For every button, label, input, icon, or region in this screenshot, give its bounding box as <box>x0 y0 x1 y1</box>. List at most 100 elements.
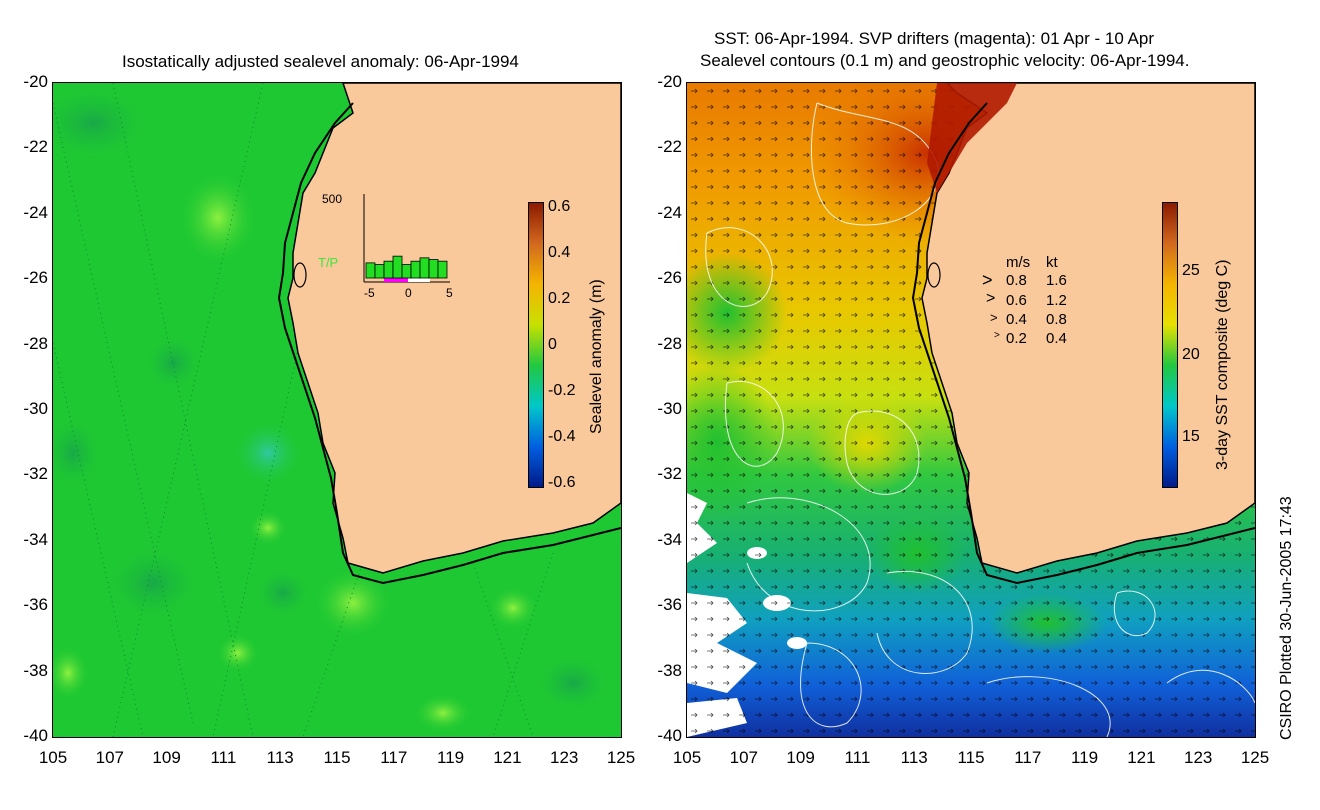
arrow-icon: > <box>986 290 996 307</box>
velocity-kt-1: 1.6 <box>1046 272 1067 289</box>
inset-series-label: T/P <box>318 255 339 270</box>
left-lon-tick-2: 109 <box>152 748 181 767</box>
left-lat-tick-8: -36 <box>23 595 48 615</box>
inset-bar <box>428 259 439 279</box>
right-lon-tick-0: 105 <box>672 748 702 767</box>
sealevel-cb-tick-2: 0.2 <box>548 290 571 307</box>
velocity-kt-4: 0.4 <box>1046 330 1067 347</box>
right-lat-tick-7: -34 <box>657 529 682 549</box>
shelf-contour <box>277 102 621 585</box>
right-lon-tick-10: 125 <box>1240 748 1270 767</box>
sst-colorbar-label: 3-day SST composite (deg C) <box>1214 259 1231 470</box>
anomaly-blobs <box>53 83 613 733</box>
plot-footer: CSIRO Plotted 30-Jun-2005 17:43 <box>1278 496 1295 740</box>
inset-x-tick-3: 5 <box>446 286 453 300</box>
right-lat-tick-10: -40 <box>657 726 682 745</box>
left-lon-tick-5: 115 <box>323 748 351 767</box>
velocity-legend-header-kt: kt <box>1046 254 1058 271</box>
left-lon-tick-8: 121 <box>493 748 522 767</box>
left-lon-tick-1: 107 <box>95 748 124 767</box>
right-lat-tick-2: -24 <box>657 202 682 222</box>
sst-cb-tick-20: 20 <box>1182 346 1200 363</box>
right-lon-tick-4: 113 <box>900 748 928 767</box>
inset-ymax-label: 500 <box>322 192 343 206</box>
sst-cb-tick-15: 15 <box>1182 428 1200 445</box>
sealevel-anomaly-map <box>52 82 622 738</box>
right-lon-tick-6: 117 <box>1014 748 1042 767</box>
left-lat-tick-9: -38 <box>23 660 48 680</box>
velocity-kt-2: 1.2 <box>1046 292 1067 309</box>
sst-colorbar <box>1162 202 1178 488</box>
pilbara-warm-coast <box>927 83 1017 193</box>
sealevel-map-canvas <box>53 83 621 737</box>
arrow-icon: > <box>994 330 1000 341</box>
left-lon-tick-6: 117 <box>380 748 408 767</box>
sealevel-cb-tick-0: 0.6 <box>548 198 571 215</box>
left-lat-tick-0: -20 <box>23 72 48 91</box>
inset-x-tick-2: 0 <box>405 286 412 300</box>
velocity-legend-header-ms: m/s <box>1006 254 1031 271</box>
left-lat-tick-4: -28 <box>23 333 48 353</box>
right-lat-tick-5: -30 <box>657 399 682 418</box>
right-lat-tick-3: -26 <box>657 268 682 288</box>
sealevel-colorbar <box>528 202 544 488</box>
left-lon-tick-10: 125 <box>606 748 636 767</box>
shelf-contour-sst <box>911 102 1255 585</box>
right-lat-tick-4: -28 <box>657 333 682 353</box>
australia-land <box>287 83 621 574</box>
right-lon-tick-7: 119 <box>1071 748 1099 767</box>
right-lon-tick-2: 109 <box>786 748 815 767</box>
left-lat-tick-3: -26 <box>23 268 48 288</box>
velocity-ms-4: 0.2 <box>1006 330 1027 347</box>
australia-land-sst <box>921 83 1255 574</box>
left-lon-tick-3: 111 <box>210 748 237 767</box>
right-map-title-line2: Sealevel contours (0.1 m) and geostrophi… <box>700 51 1190 70</box>
left-lat-tick-7: -34 <box>23 529 48 549</box>
velocity-ms-2: 0.6 <box>1006 292 1027 309</box>
left-lon-tick-7: 119 <box>437 748 465 767</box>
left-map-title: Isostatically adjusted sealevel anomaly:… <box>122 52 519 71</box>
island-shark-bay <box>293 262 307 288</box>
inset-bar <box>392 255 403 279</box>
left-lat-tick-1: -22 <box>23 137 48 157</box>
left-lat-tick-2: -24 <box>23 202 48 222</box>
inset-bar <box>401 264 412 279</box>
inset-bar <box>410 260 421 279</box>
sst-cb-tick-25: 25 <box>1182 262 1200 279</box>
inset-bar <box>374 264 385 279</box>
inset-range-white <box>408 278 430 282</box>
right-lon-tick-3: 111 <box>844 748 871 767</box>
right-lon-tick-1: 107 <box>729 748 758 767</box>
inset-bar <box>383 260 394 279</box>
inset-bar <box>365 262 376 279</box>
left-lat-tick-5: -30 <box>23 399 48 418</box>
right-lat-tick-9: -38 <box>657 660 682 680</box>
right-lon-tick-5: 115 <box>957 748 985 767</box>
right-map-title-line1: SST: 06-Apr-1994. SVP drifters (magenta)… <box>714 29 1155 48</box>
sealevel-cb-tick-3: 0 <box>548 336 557 353</box>
left-lat-tick-10: -40 <box>23 726 48 745</box>
left-lon-tick-0: 105 <box>38 748 68 767</box>
arrow-icon: > <box>982 270 993 290</box>
left-lat-tick-6: -32 <box>23 464 48 484</box>
sealevel-colorbar-label: Sealevel anomaly (m) <box>588 279 605 434</box>
sealevel-cb-tick-4: -0.2 <box>548 382 576 399</box>
satellite-tracks <box>53 83 554 737</box>
sealevel-cb-tick-1: 0.4 <box>548 244 571 261</box>
inset-bar <box>419 257 430 279</box>
arrow-icon: > <box>990 310 998 325</box>
inset-histogram <box>363 194 450 283</box>
right-lat-tick-8: -36 <box>657 595 682 615</box>
sealevel-cb-tick-5: -0.4 <box>548 428 576 445</box>
right-lat-tick-0: -20 <box>657 72 682 91</box>
velocity-ms-3: 0.4 <box>1006 311 1027 328</box>
right-lat-tick-6: -32 <box>657 464 682 484</box>
right-lon-tick-9: 123 <box>1184 748 1213 767</box>
island-shark-bay-sst <box>927 262 941 288</box>
right-lat-tick-1: -22 <box>657 137 682 157</box>
sealevel-cb-tick-6: -0.6 <box>548 474 576 491</box>
inset-bar <box>437 260 448 279</box>
velocity-kt-3: 0.8 <box>1046 311 1067 328</box>
velocity-ms-1: 0.8 <box>1006 272 1027 289</box>
left-lon-tick-4: 113 <box>266 748 294 767</box>
